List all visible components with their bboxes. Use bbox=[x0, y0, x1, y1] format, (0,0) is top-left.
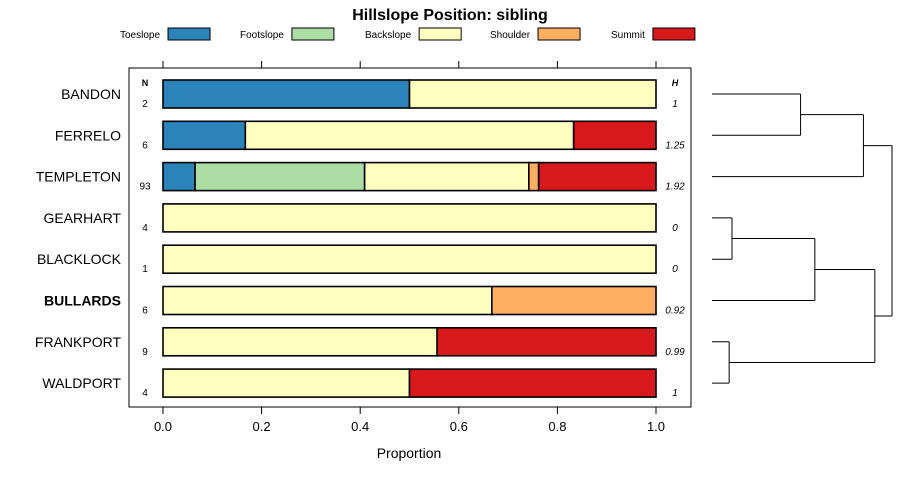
legend-item-backslope: Backslope bbox=[365, 27, 462, 41]
row-n-value: 4 bbox=[142, 223, 148, 234]
x-tick-label: 0.4 bbox=[351, 419, 369, 434]
bar-segment-shoulder bbox=[491, 285, 657, 316]
row-h-value: 0 bbox=[672, 223, 678, 234]
dendrogram bbox=[712, 93, 893, 384]
row-h-value: 1.92 bbox=[665, 182, 685, 193]
row-waldport: WALDPORT 4 1 bbox=[42, 368, 678, 399]
dendrogram-merge bbox=[712, 93, 802, 136]
bar-segment-backslope bbox=[162, 368, 411, 398]
legend-label: Shoulder bbox=[490, 30, 531, 41]
bar-segment-summit bbox=[537, 161, 657, 192]
bar-segment-shoulder bbox=[528, 161, 540, 192]
n-column-header: N bbox=[142, 78, 149, 88]
row-templeton: TEMPLETON 93 1.92 bbox=[36, 161, 685, 193]
legend-label: Summit bbox=[611, 30, 645, 41]
dendrogram-merge bbox=[712, 341, 730, 384]
bar-segment-summit bbox=[572, 120, 657, 151]
bar-segment-toeslope bbox=[162, 161, 196, 192]
dendrogram-merge bbox=[863, 145, 893, 317]
bar-segment-backslope bbox=[162, 244, 657, 274]
row-h-value: 0.99 bbox=[665, 347, 685, 358]
legend-item-footslope: Footslope bbox=[240, 27, 335, 41]
row-frankport: FRANKPORT 9 0.99 bbox=[35, 326, 685, 358]
bar-segment-backslope bbox=[363, 161, 530, 192]
x-tick-label: 0.6 bbox=[450, 419, 468, 434]
bar-segment-backslope bbox=[162, 326, 438, 357]
row-label: TEMPLETON bbox=[36, 169, 121, 185]
h-column-header: H bbox=[672, 78, 679, 88]
bar-segment-backslope bbox=[162, 203, 657, 233]
row-bullards: BULLARDS 6 0.92 bbox=[44, 285, 685, 317]
row-label: GEARHART bbox=[43, 210, 121, 226]
row-label: BULLARDS bbox=[44, 293, 121, 309]
legend-label: Backslope bbox=[365, 30, 412, 41]
legend: Toeslope Footslope Backslope Shoulder Summit bbox=[120, 27, 696, 41]
legend-swatch bbox=[418, 27, 462, 41]
row-n-value: 6 bbox=[142, 306, 148, 317]
legend-swatch bbox=[537, 27, 581, 41]
dendrogram-merge bbox=[729, 269, 876, 363]
row-h-value: 0.92 bbox=[665, 306, 685, 317]
top-axis bbox=[162, 61, 657, 68]
legend-item-toeslope: Toeslope bbox=[120, 27, 211, 41]
plot-panel bbox=[128, 67, 692, 408]
row-h-value: 1.25 bbox=[665, 140, 685, 151]
x-axis-label: Proportion bbox=[377, 445, 442, 461]
x-tick-label: 1.0 bbox=[647, 419, 665, 434]
x-tick-label: 0.2 bbox=[253, 419, 271, 434]
bar-segment-backslope bbox=[408, 79, 657, 109]
bar-segment-toeslope bbox=[162, 120, 247, 151]
dendrogram-merge bbox=[712, 217, 733, 260]
bar-segment-toeslope bbox=[162, 79, 411, 109]
row-label: WALDPORT bbox=[42, 375, 121, 391]
row-bandon: BANDON 2 1 bbox=[61, 79, 678, 110]
row-ferrelo: FERRELO 6 1.25 bbox=[55, 120, 685, 151]
row-label: FRANKPORT bbox=[35, 334, 122, 350]
legend-swatch bbox=[167, 27, 211, 41]
row-h-value: 1 bbox=[672, 388, 678, 399]
bar-segment-footslope bbox=[194, 161, 366, 192]
legend-swatch bbox=[291, 27, 335, 41]
x-tick-label: 0.8 bbox=[548, 419, 566, 434]
bar-rows: BANDON 2 1 FERRELO 6 1.25 TEMPLETON 93 1.92 GEARH… bbox=[35, 79, 685, 399]
row-label: BLACKLOCK bbox=[37, 251, 122, 267]
row-h-value: 1 bbox=[672, 99, 678, 110]
row-n-value: 6 bbox=[142, 140, 148, 151]
row-label: BANDON bbox=[61, 86, 121, 102]
row-n-value: 9 bbox=[142, 347, 148, 358]
dendrogram-merge bbox=[712, 238, 816, 301]
legend-label: Footslope bbox=[240, 30, 284, 41]
row-n-value: 1 bbox=[142, 264, 148, 275]
chart-title: Hillslope Position: sibling bbox=[352, 7, 548, 24]
row-h-value: 0 bbox=[672, 264, 678, 275]
bar-segment-backslope bbox=[244, 120, 575, 151]
row-blacklock: BLACKLOCK 1 0 bbox=[37, 244, 678, 275]
row-n-value: 4 bbox=[142, 388, 148, 399]
legend-swatch bbox=[652, 27, 696, 41]
legend-item-shoulder: Shoulder bbox=[490, 27, 581, 41]
row-n-value: 93 bbox=[139, 182, 151, 193]
x-axis: 0.0 0.2 0.4 0.6 0.8 1.0 bbox=[154, 407, 665, 434]
row-label: FERRELO bbox=[55, 127, 121, 143]
row-gearhart: GEARHART 4 0 bbox=[43, 203, 678, 234]
x-tick-label: 0.0 bbox=[154, 419, 172, 434]
dendrogram-merge bbox=[712, 114, 864, 178]
bar-segment-summit bbox=[408, 368, 657, 398]
row-n-value: 2 bbox=[142, 99, 148, 110]
bar-segment-backslope bbox=[162, 285, 493, 316]
legend-item-summit: Summit bbox=[611, 27, 696, 41]
legend-label: Toeslope bbox=[120, 30, 160, 41]
bar-segment-summit bbox=[436, 326, 657, 357]
